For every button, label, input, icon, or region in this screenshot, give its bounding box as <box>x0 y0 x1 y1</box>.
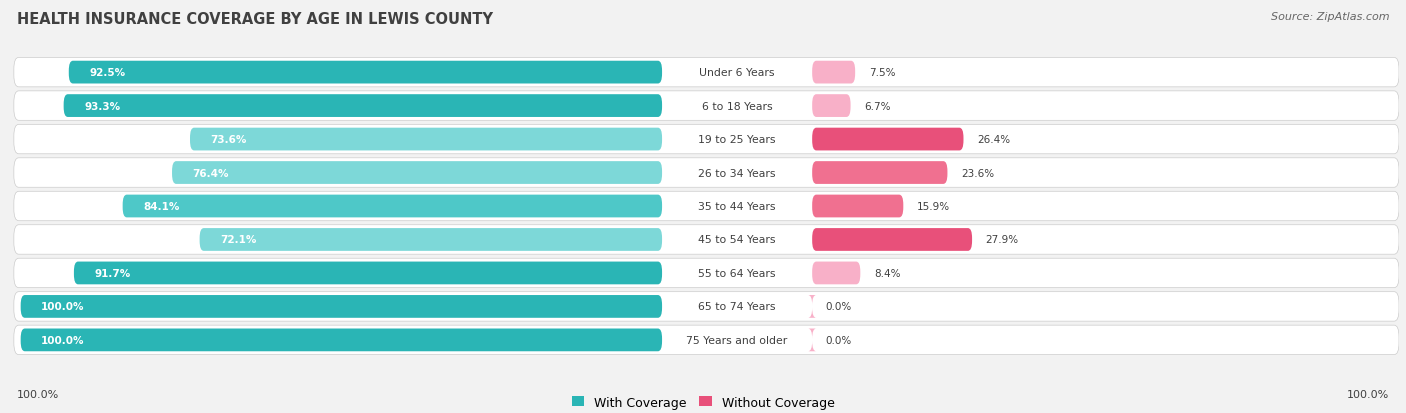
FancyBboxPatch shape <box>813 95 851 118</box>
FancyBboxPatch shape <box>21 329 662 351</box>
FancyBboxPatch shape <box>14 58 1399 88</box>
Text: 6.7%: 6.7% <box>865 101 891 112</box>
FancyBboxPatch shape <box>190 128 662 151</box>
Text: 26 to 34 Years: 26 to 34 Years <box>699 168 776 178</box>
Text: 8.4%: 8.4% <box>875 268 900 278</box>
Text: 65 to 74 Years: 65 to 74 Years <box>699 301 776 312</box>
FancyBboxPatch shape <box>172 162 662 185</box>
FancyBboxPatch shape <box>813 162 948 185</box>
FancyBboxPatch shape <box>200 228 662 251</box>
Text: 15.9%: 15.9% <box>917 202 950 211</box>
FancyBboxPatch shape <box>21 295 662 318</box>
Text: 75 Years and older: 75 Years and older <box>686 335 787 345</box>
FancyBboxPatch shape <box>14 325 1399 355</box>
Text: 72.1%: 72.1% <box>221 235 256 245</box>
FancyBboxPatch shape <box>14 192 1399 221</box>
Text: 100.0%: 100.0% <box>1347 389 1389 399</box>
FancyBboxPatch shape <box>813 62 855 84</box>
FancyBboxPatch shape <box>63 95 662 118</box>
Text: 26.4%: 26.4% <box>977 135 1011 145</box>
Text: 76.4%: 76.4% <box>193 168 229 178</box>
FancyBboxPatch shape <box>75 262 662 285</box>
Text: 91.7%: 91.7% <box>94 268 131 278</box>
FancyBboxPatch shape <box>14 92 1399 121</box>
Text: 23.6%: 23.6% <box>962 168 994 178</box>
Text: 19 to 25 Years: 19 to 25 Years <box>699 135 776 145</box>
Text: 6 to 18 Years: 6 to 18 Years <box>702 101 772 112</box>
Text: 45 to 54 Years: 45 to 54 Years <box>699 235 776 245</box>
Text: 100.0%: 100.0% <box>41 335 84 345</box>
Text: 55 to 64 Years: 55 to 64 Years <box>699 268 776 278</box>
FancyBboxPatch shape <box>14 292 1399 321</box>
Text: Source: ZipAtlas.com: Source: ZipAtlas.com <box>1271 12 1389 22</box>
FancyBboxPatch shape <box>813 228 972 251</box>
Text: 27.9%: 27.9% <box>986 235 1019 245</box>
Text: 84.1%: 84.1% <box>143 202 180 211</box>
Text: HEALTH INSURANCE COVERAGE BY AGE IN LEWIS COUNTY: HEALTH INSURANCE COVERAGE BY AGE IN LEWI… <box>17 12 494 27</box>
Text: 0.0%: 0.0% <box>825 335 852 345</box>
Text: 73.6%: 73.6% <box>211 135 247 145</box>
Text: 93.3%: 93.3% <box>84 101 121 112</box>
FancyBboxPatch shape <box>14 159 1399 188</box>
Text: 35 to 44 Years: 35 to 44 Years <box>699 202 776 211</box>
Text: 7.5%: 7.5% <box>869 68 896 78</box>
Text: 0.0%: 0.0% <box>825 301 852 312</box>
FancyBboxPatch shape <box>808 295 817 318</box>
FancyBboxPatch shape <box>813 195 903 218</box>
Text: 92.5%: 92.5% <box>89 68 125 78</box>
FancyBboxPatch shape <box>813 262 860 285</box>
Legend: With Coverage, Without Coverage: With Coverage, Without Coverage <box>567 391 839 413</box>
FancyBboxPatch shape <box>69 62 662 84</box>
FancyBboxPatch shape <box>813 128 963 151</box>
Text: Under 6 Years: Under 6 Years <box>699 68 775 78</box>
FancyBboxPatch shape <box>14 225 1399 254</box>
FancyBboxPatch shape <box>122 195 662 218</box>
Text: 100.0%: 100.0% <box>41 301 84 312</box>
FancyBboxPatch shape <box>14 125 1399 154</box>
Text: 100.0%: 100.0% <box>17 389 59 399</box>
FancyBboxPatch shape <box>14 259 1399 288</box>
FancyBboxPatch shape <box>808 329 817 351</box>
